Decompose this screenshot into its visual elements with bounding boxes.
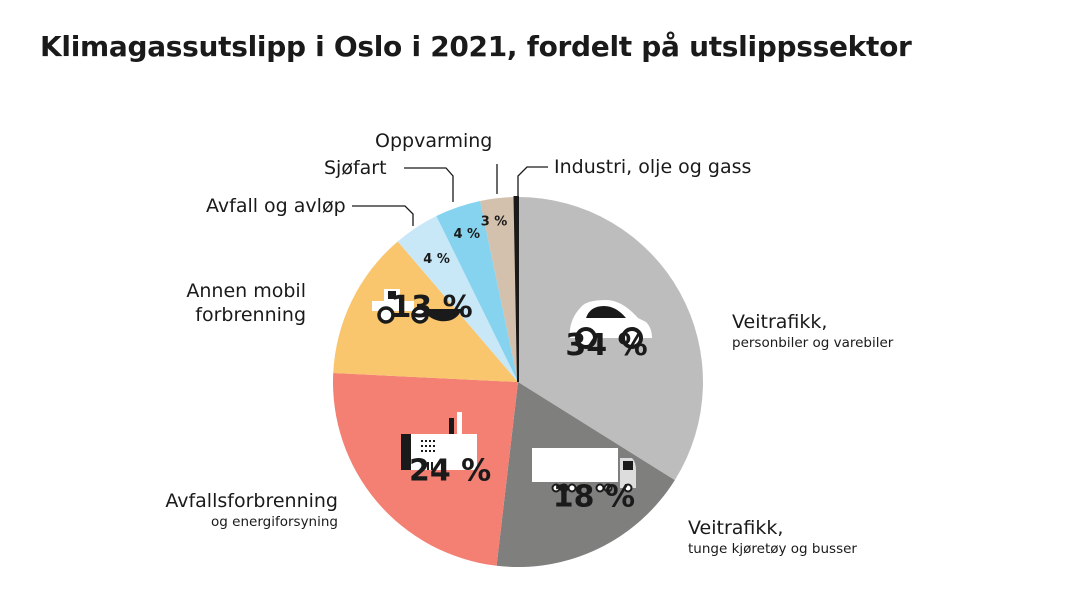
label-veitrafikk-personbiler: Veitrafikk, personbiler og varebiler bbox=[732, 310, 893, 352]
label-sub: personbiler og varebiler bbox=[732, 335, 894, 351]
label-avfallsforbrenning: Avfallsforbrenning og energiforsyning bbox=[165, 489, 338, 531]
wheel-loader-icon bbox=[372, 289, 462, 324]
label-sjofart: Sjøfart bbox=[324, 157, 387, 179]
chart-title: Klimagassutslipp i Oslo i 2021, fordelt … bbox=[40, 30, 912, 63]
label-annen-mobil: Annen mobil forbrenning bbox=[186, 280, 306, 326]
pie-slice bbox=[397, 216, 518, 382]
label-sub: og energiforsyning bbox=[211, 514, 338, 530]
pie-slice bbox=[518, 197, 704, 481]
label-name: Veitrafikk, bbox=[688, 517, 784, 539]
slice-value-label: 18 % bbox=[553, 479, 635, 514]
slice-value-label: 13 % bbox=[390, 290, 472, 325]
label-veitrafikk-tunge: Veitrafikk, tunge kjøretøy og busser bbox=[688, 516, 857, 558]
label-avfall-avlop: Avfall og avløp bbox=[206, 195, 346, 217]
pie-slice bbox=[513, 195, 519, 383]
label-name: Veitrafikk, bbox=[732, 311, 828, 333]
label-industri: Industri, olje og gass bbox=[554, 156, 752, 178]
leader-sjofart bbox=[404, 167, 454, 202]
car-icon bbox=[569, 300, 652, 349]
slice-value-label: 4 % bbox=[453, 227, 480, 242]
label-oppvarming: Oppvarming bbox=[375, 130, 493, 152]
slice-value-label: 24 % bbox=[409, 453, 491, 488]
slice-value-label: 3 % bbox=[481, 215, 508, 230]
slice-value-label: 4 % bbox=[423, 252, 450, 267]
pie-slice bbox=[480, 197, 518, 382]
pie-slice bbox=[436, 200, 518, 382]
label-name: Avfallsforbrenning bbox=[165, 490, 338, 512]
leader-industri bbox=[517, 166, 548, 196]
leader-avfall bbox=[352, 205, 414, 226]
factory-icon bbox=[401, 412, 477, 470]
slice-value-label: 34 % bbox=[565, 328, 647, 363]
label-sub: tunge kjøretøy og busser bbox=[688, 541, 857, 557]
truck-icon bbox=[532, 448, 636, 493]
